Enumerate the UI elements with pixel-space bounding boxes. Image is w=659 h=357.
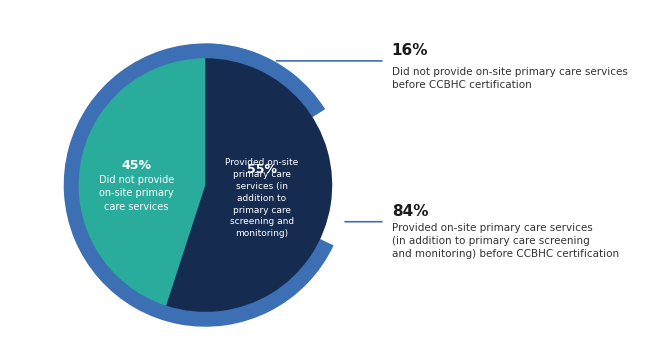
Text: 55%: 55% xyxy=(246,163,277,176)
Wedge shape xyxy=(166,58,332,312)
Text: Provided on-site primary care services
(in addition to primary care screening
an: Provided on-site primary care services (… xyxy=(391,223,619,259)
Text: 84%: 84% xyxy=(391,204,428,219)
Wedge shape xyxy=(206,43,325,185)
Wedge shape xyxy=(78,58,206,306)
Wedge shape xyxy=(64,43,333,327)
Text: Did not provide on-site primary care services
before CCBHC certification: Did not provide on-site primary care ser… xyxy=(391,67,627,90)
Text: Did not provide
on-site primary
care services: Did not provide on-site primary care ser… xyxy=(99,175,174,212)
Text: 45%: 45% xyxy=(121,159,152,172)
Text: Provided on-site
primary care
services (in
addition to
primary care
screening an: Provided on-site primary care services (… xyxy=(225,159,299,238)
Text: 16%: 16% xyxy=(391,43,428,58)
